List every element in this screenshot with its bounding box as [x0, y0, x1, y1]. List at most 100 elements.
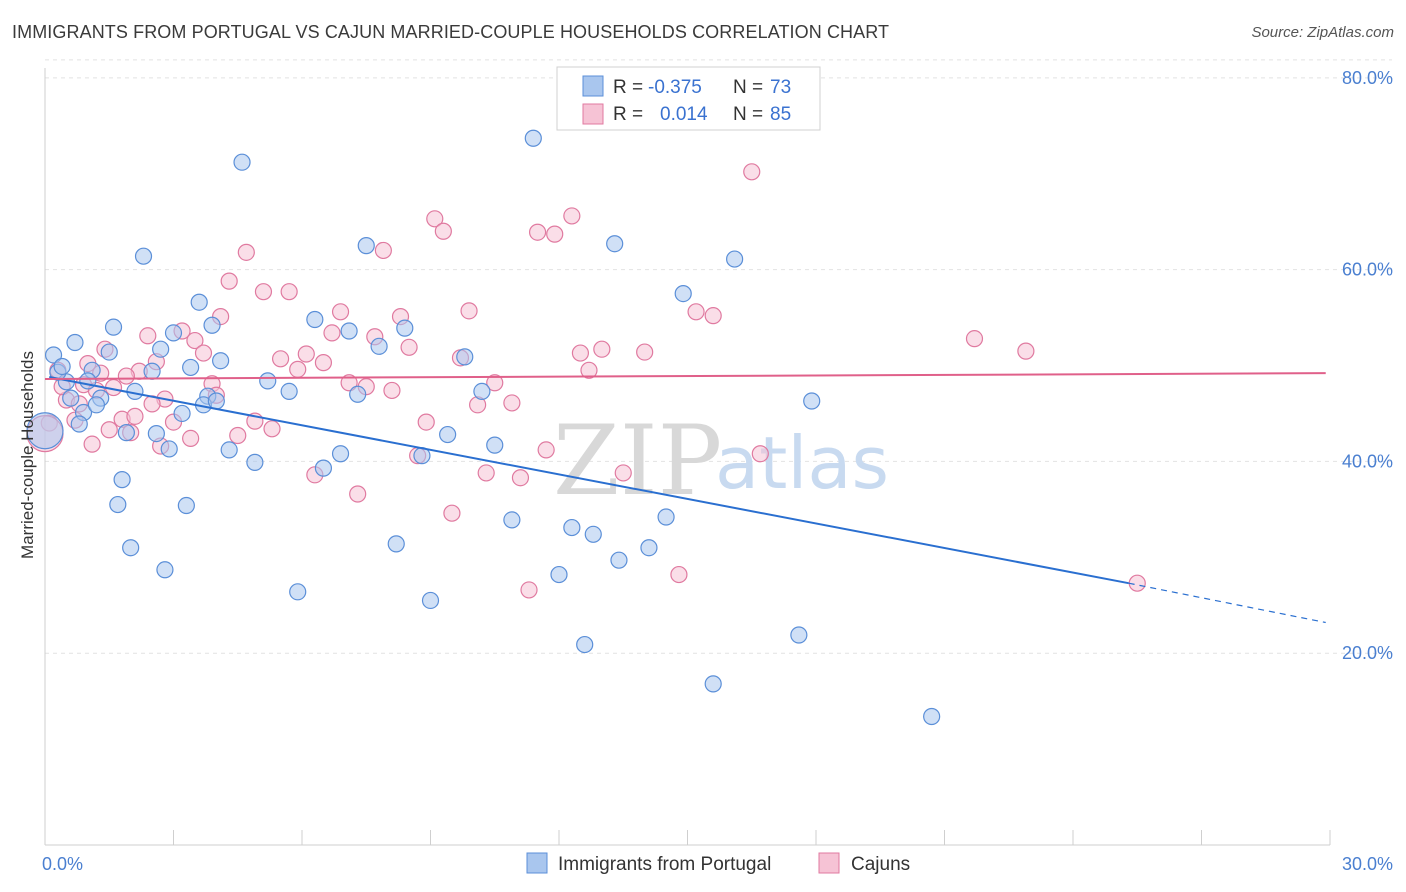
cajuns-point-63 — [580, 361, 598, 379]
cajuns-point-82 — [126, 407, 144, 425]
portugal-point-33 — [396, 319, 414, 337]
cajuns-point-56 — [511, 469, 530, 487]
trend-lines — [44, 372, 1326, 624]
cajuns-point-70 — [743, 163, 761, 181]
gridlines — [45, 59, 1392, 654]
portugal-point-23 — [280, 382, 298, 401]
portugal-point-9 — [134, 247, 153, 265]
cajuns-point-60 — [546, 225, 564, 243]
legend-n-label-2: N = — [733, 104, 763, 125]
portugal-point-67 — [87, 396, 106, 414]
portugal-point-59 — [113, 471, 131, 489]
portugal-point-61 — [70, 415, 88, 433]
cajuns-point-17 — [182, 429, 200, 447]
portugal-point-68 — [62, 389, 80, 407]
portugal-point-7 — [117, 424, 135, 442]
portugal-point-47 — [610, 551, 628, 569]
cajuns-point-27 — [254, 283, 273, 301]
cajuns-point-30 — [280, 283, 298, 301]
portugal-point-19 — [220, 441, 238, 459]
portugal-point-62 — [160, 440, 178, 458]
portugal-point-22 — [259, 372, 277, 390]
x-tick-label-1: 30.0% — [1342, 854, 1393, 874]
portugal-point-27 — [331, 445, 350, 463]
y-tick-labels: 20.0% 40.0% 60.0% 80.0% — [1342, 68, 1393, 663]
cajuns-point-23 — [220, 272, 238, 290]
cajuns-point-72 — [965, 330, 984, 348]
cajuns-point-68 — [687, 303, 705, 321]
cajuns-point-64 — [593, 340, 611, 358]
legend-r-label-1: R = — [613, 77, 643, 98]
portugal-point-51 — [704, 675, 722, 693]
portugal-point-44 — [576, 635, 594, 654]
legend-r-value-2: 0.014 — [660, 104, 708, 125]
cajuns-point-67 — [670, 565, 688, 584]
x-tick-label-0: 0.0% — [42, 854, 83, 874]
cajuns-point-38 — [349, 485, 367, 503]
cajuns-point-19 — [194, 344, 213, 362]
y-axis-label: Married-couple Households — [18, 351, 37, 559]
cajuns-point-29 — [271, 350, 290, 368]
legend-swatch-pink — [582, 103, 604, 125]
portugal-point-52 — [726, 250, 744, 268]
portugal-point-35 — [421, 591, 440, 610]
legend-r-label-2: R = — [613, 104, 643, 125]
portugal-point-70 — [26, 412, 64, 450]
portugal-point-49 — [657, 508, 675, 526]
portugal-point-20 — [233, 153, 251, 171]
cajuns-point-59 — [537, 441, 555, 459]
cajuns-point-58 — [528, 223, 547, 241]
portugal-point-10 — [143, 362, 161, 380]
portugal-point-37 — [456, 348, 474, 366]
portugal-point-28 — [340, 322, 358, 340]
portugal-point-17 — [203, 316, 221, 334]
portugal-point-32 — [387, 535, 405, 553]
cajuns-point-62 — [571, 344, 590, 362]
portugal-point-41 — [524, 129, 542, 147]
cajuns-point-35 — [323, 324, 341, 342]
cajuns-point-34 — [314, 354, 333, 372]
portugal-point-39 — [486, 436, 504, 454]
cajuns-point-44 — [400, 338, 418, 356]
portugal-point-50 — [674, 284, 692, 303]
cajuns-point-46 — [417, 413, 435, 431]
y-tick-label-3: 80.0% — [1342, 68, 1393, 88]
portugal-point-14 — [182, 358, 200, 377]
portugal-point-11 — [152, 340, 170, 358]
cajuns-point-37 — [340, 374, 358, 392]
portugal-point-65 — [147, 425, 165, 443]
watermark: ZIP atlas — [553, 405, 889, 517]
cajuns-point-54 — [486, 374, 504, 392]
portugal-point-36 — [439, 425, 457, 444]
axes — [44, 68, 1331, 846]
portugal-point-64 — [109, 495, 127, 514]
portugal-point-25 — [306, 310, 324, 329]
portugal-point-2 — [66, 333, 84, 352]
cajuns-point-32 — [297, 345, 315, 363]
portugal-point-29 — [349, 385, 367, 403]
portugal-point-0 — [44, 346, 63, 364]
bottom-legend: Immigrants from Portugal Cajuns — [526, 852, 910, 875]
portugal-trend-line — [49, 376, 1129, 585]
watermark-atlas: atlas — [715, 421, 889, 505]
chart-source: Source: ZipAtlas.com — [1251, 24, 1394, 41]
cajuns-point-61 — [563, 207, 581, 225]
legend-n-value-2: 85 — [770, 104, 791, 125]
portugal-point-12 — [164, 324, 183, 342]
portugal-point-42 — [550, 565, 568, 584]
cajuns-point-73 — [1017, 342, 1035, 360]
legend-box: R = -0.375 N = 73 R = 0.014 N = 85 — [556, 66, 821, 131]
cajuns-point-78 — [83, 435, 101, 453]
watermark-zip: ZIP — [553, 405, 722, 517]
legend-swatch-blue — [582, 75, 604, 97]
cajuns-point-69 — [704, 307, 722, 325]
bottom-legend-label-pink: Cajuns — [851, 854, 910, 875]
portugal-point-54 — [803, 392, 821, 410]
portugal-point-30 — [357, 237, 375, 255]
cajuns-point-18 — [186, 331, 204, 350]
portugal-point-57 — [100, 343, 118, 361]
portugal-point-43 — [563, 518, 581, 537]
bottom-legend-label-blue: Immigrants from Portugal — [558, 854, 771, 875]
legend-r-value-1: -0.375 — [648, 77, 702, 98]
portugal-point-31 — [370, 337, 388, 355]
